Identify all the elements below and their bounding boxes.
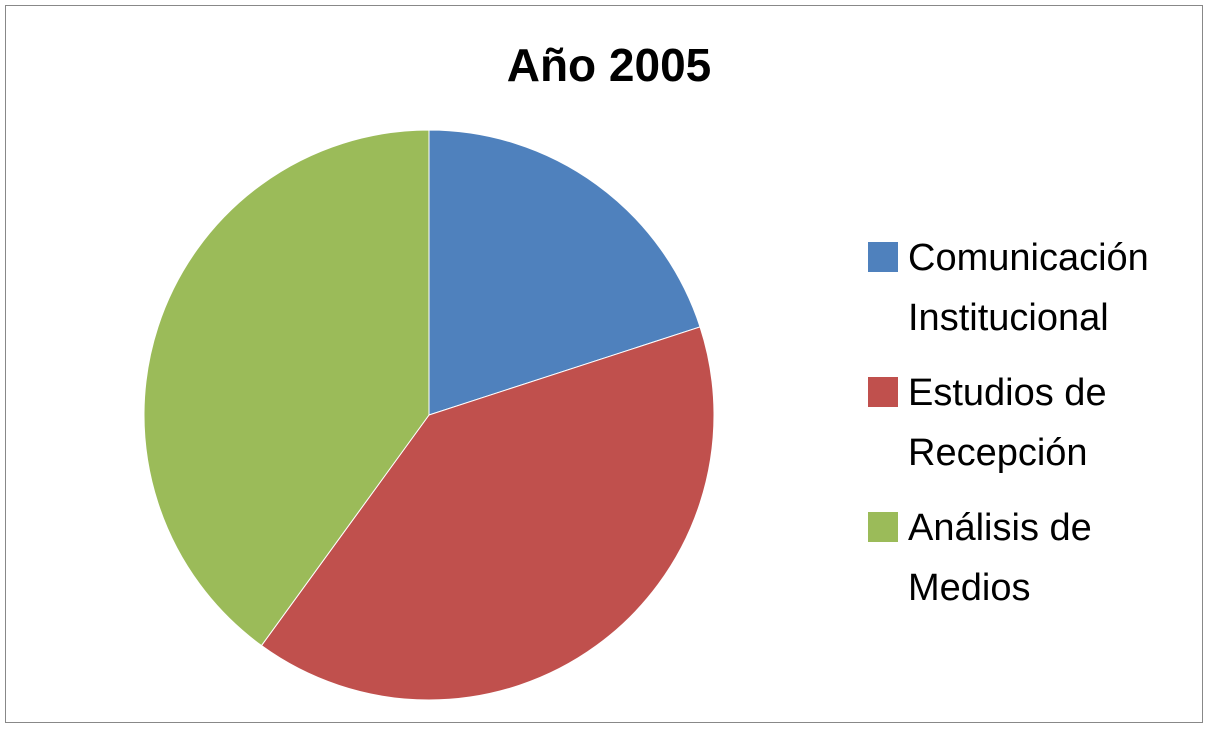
legend-swatch [868,377,898,407]
pie-slice [260,326,715,701]
legend-swatch [868,242,898,272]
legend-item: Análisis de Medios [868,498,1198,618]
legend-item: Comunicación Institucional [868,228,1198,348]
pie-slice [428,129,701,416]
legend-label: Comunicación Institucional [908,237,1149,339]
legend-item: Estudios de Recepción [868,363,1198,483]
legend-label: Análisis de Medios [908,507,1092,609]
pie-slice [143,129,430,647]
legend-swatch [868,512,898,542]
chart-title: Año 2005 [506,39,712,91]
legend-label: Estudios de Recepción [908,372,1107,474]
